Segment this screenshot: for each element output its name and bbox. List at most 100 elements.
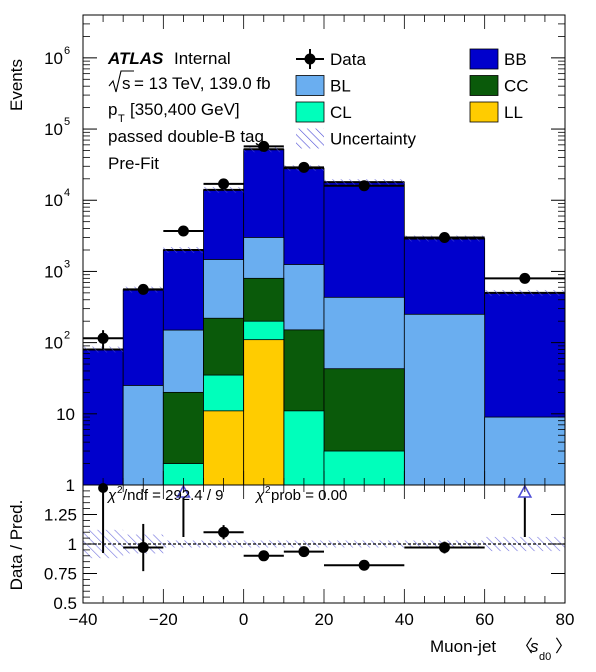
ratio-point-4 — [358, 559, 370, 571]
legend-label: Uncertainty — [330, 130, 416, 149]
uncertainty-band-bin-8 — [484, 289, 565, 296]
legend-entry-data: Data — [296, 49, 366, 69]
y-tick-label-3: 10 3 — [44, 258, 70, 281]
data-point-1 — [137, 283, 149, 295]
y-tick-value: 10 — [56, 405, 75, 424]
x-tick-label-5: 60 — [475, 610, 494, 629]
data-point-2 — [177, 225, 189, 237]
y-tick-exp: 5 — [64, 116, 70, 128]
svg-text:p: p — [108, 100, 117, 119]
y-tick-base: 10 — [44, 191, 63, 210]
uncertainty-band-bin-2 — [163, 247, 204, 253]
atlas-annotation: ATLAS Internal s = 13 TeV, 139.0 fb p T … — [107, 49, 271, 173]
legend-swatch — [295, 75, 325, 96]
internal-label: Internal — [174, 49, 231, 68]
pt-range-label: p T [350,400 GeV] — [108, 100, 240, 125]
x-axis-label: Muon-jet 〈 s d0 〉 — [430, 637, 572, 663]
data-points — [83, 140, 565, 350]
data-point-4 — [258, 140, 270, 152]
legend-entry-cc: CC — [469, 75, 529, 96]
tag-label: passed double-B tag — [108, 127, 264, 146]
ratio-y-tick-label-1: 0.75 — [44, 565, 77, 584]
ratio-point-2 — [258, 550, 270, 562]
ratio-y-tick-label-2: 1 — [68, 535, 77, 554]
y-tick-base: 10 — [44, 262, 63, 281]
chi-glyph-2: χ — [254, 487, 265, 504]
y-tick-label-5: 10 5 — [44, 116, 70, 139]
legend-label: BL — [330, 77, 351, 96]
legend-swatch — [469, 75, 499, 96]
svg-text:s: s — [122, 74, 131, 93]
svg-text:= 13 TeV, 139.0 fb: = 13 TeV, 139.0 fb — [134, 74, 271, 93]
y-tick-exp: 3 — [64, 258, 70, 270]
y-tick-label-1: 10 — [56, 405, 75, 424]
data-point-7 — [439, 231, 450, 243]
legend-label: CC — [504, 77, 529, 96]
y-tick-value: 1 — [66, 476, 75, 495]
legend-swatch — [469, 101, 499, 123]
legend-label: Data — [330, 50, 366, 69]
y-tick-exp: 2 — [64, 330, 70, 342]
energy-label: s = 13 TeV, 139.0 fb — [108, 70, 271, 93]
ratio-point-3 — [298, 546, 310, 558]
atlas-label: ATLAS — [107, 49, 164, 68]
legend: Data BL CL Uncertainty BB CC LL — [295, 48, 529, 149]
bar-ll-bin-4 — [243, 339, 285, 485]
y-tick-base: 10 — [44, 334, 63, 353]
angle-left-glyph: 〈 — [516, 637, 533, 656]
legend-entry-cl: CL — [295, 101, 352, 123]
svg-text:s: s — [530, 637, 539, 656]
ratio-point-1 — [218, 526, 230, 538]
ratio-y-tick-label-3: 1.25 — [44, 506, 77, 525]
bar-bl-bin-8 — [484, 416, 565, 485]
bar-ll-bin-3 — [203, 410, 245, 485]
svg-text:d0: d0 — [539, 651, 551, 663]
y-tick-base: 10 — [44, 49, 63, 68]
data-point-0 — [97, 332, 109, 344]
y-tick-label-4: 10 4 — [44, 187, 70, 210]
y-tick-base: 10 — [44, 120, 63, 139]
legend-label: BB — [504, 50, 527, 69]
bar-cl-bin-5 — [283, 410, 325, 485]
uncertainty-band-bin-0 — [83, 346, 124, 353]
y-tick-label-2: 10 2 — [44, 330, 70, 353]
bar-bl-bin-1 — [122, 385, 164, 485]
fit-label: Pre-Fit — [108, 154, 159, 173]
svg-text:/ndf = 292.4 / 9: /ndf = 292.4 / 9 — [123, 487, 224, 504]
legend-swatch — [469, 48, 499, 70]
legend-label: CL — [330, 103, 352, 122]
legend-entry-uncertainty: Uncertainty — [296, 128, 416, 149]
y-tick-exp: 6 — [64, 45, 70, 57]
x-tick-label-2: 0 — [239, 610, 248, 629]
ratio-point-0 — [137, 542, 149, 554]
y-tick-exp: 4 — [64, 187, 70, 199]
data-point-5 — [298, 161, 310, 173]
chi2-annotation: χ 2 /ndf = 292.4 / 9 χ 2 prob = 0.00 — [106, 485, 347, 504]
x-tick-label-4: 40 — [395, 610, 414, 629]
stacked-histograms — [83, 146, 565, 485]
bar-bl-bin-7 — [403, 313, 486, 485]
x-tick-label-3: 20 — [315, 610, 334, 629]
legend-label: LL — [504, 103, 523, 122]
chi-square-exp-2: 2 — [265, 485, 271, 496]
data-point-3 — [218, 178, 230, 190]
data-point-6 — [358, 180, 370, 192]
y-tick-label-6: 10 6 — [44, 45, 70, 68]
ratio-y-tick-label-0: 0.5 — [53, 594, 77, 613]
uncertainty-band-bin-3 — [203, 186, 244, 193]
ratio-axes: 0.5 0.75 1 1.25 −40 −20 0 20 40 60 80 — [44, 484, 575, 629]
y-axis-label-main: Events — [7, 59, 26, 111]
ratio-point-5 — [439, 542, 450, 554]
chi-glyph: χ — [106, 487, 117, 504]
legend-entry-bb: BB — [469, 48, 527, 70]
ratio-uncertainty-band — [83, 529, 565, 559]
x-tick-label-0: −40 — [69, 610, 98, 629]
x-tick-label-6: 80 — [556, 610, 575, 629]
legend-marker-dot — [304, 53, 316, 65]
x-tick-label-1: −20 — [149, 610, 178, 629]
angle-right-glyph: 〉 — [555, 637, 572, 656]
svg-text:[350,400 GeV]: [350,400 GeV] — [130, 100, 240, 119]
chi-square-exp: 2 — [117, 485, 123, 496]
y-axis-label-ratio: Data / Pred. — [7, 500, 26, 591]
